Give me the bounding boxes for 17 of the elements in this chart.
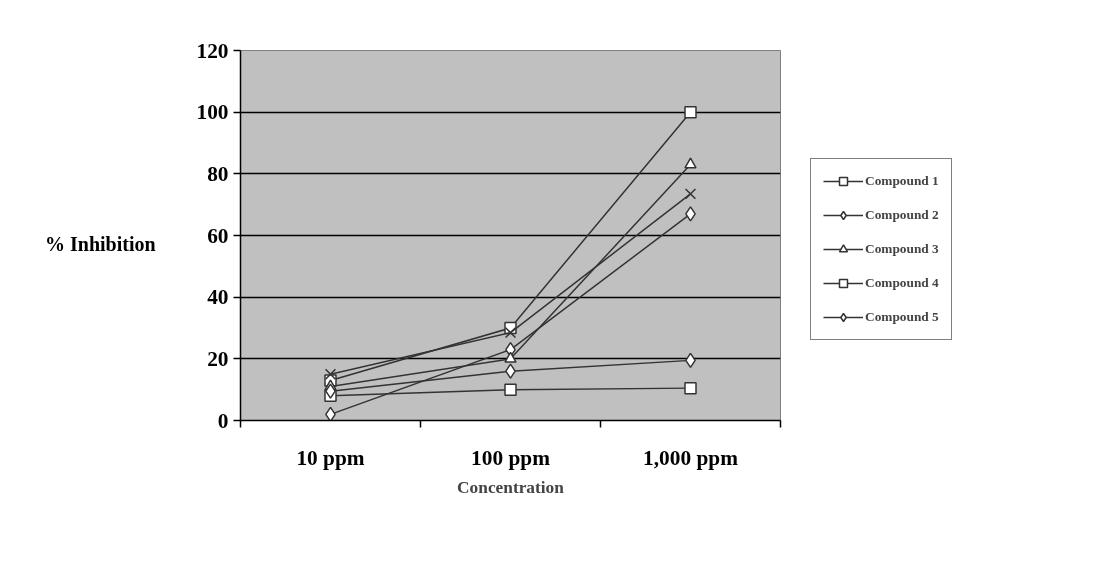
y-tick-label: 80 bbox=[207, 161, 229, 186]
legend-label: Compound 5 bbox=[865, 309, 939, 325]
x-tick-label: 100 ppm bbox=[471, 445, 551, 470]
x-tick-label: 1,000 ppm bbox=[643, 445, 739, 470]
x-tick-label: 10 ppm bbox=[296, 445, 365, 470]
y-axis-title: % Inhibition bbox=[45, 232, 156, 257]
y-tick-label: 120 bbox=[196, 38, 229, 63]
x-axis-title: Concentration bbox=[457, 477, 565, 497]
legend-label: Compound 3 bbox=[865, 241, 939, 257]
y-tick-label: 60 bbox=[207, 223, 229, 248]
legend-label: Compound 2 bbox=[865, 207, 939, 223]
y-tick-label: 0 bbox=[217, 408, 229, 433]
y-tick-label: 40 bbox=[207, 285, 229, 310]
y-tick-label: 20 bbox=[207, 346, 229, 371]
legend-label: Compound 4 bbox=[865, 275, 939, 291]
legend-label: Compound 1 bbox=[865, 173, 939, 189]
y-tick-label: 100 bbox=[196, 100, 229, 125]
